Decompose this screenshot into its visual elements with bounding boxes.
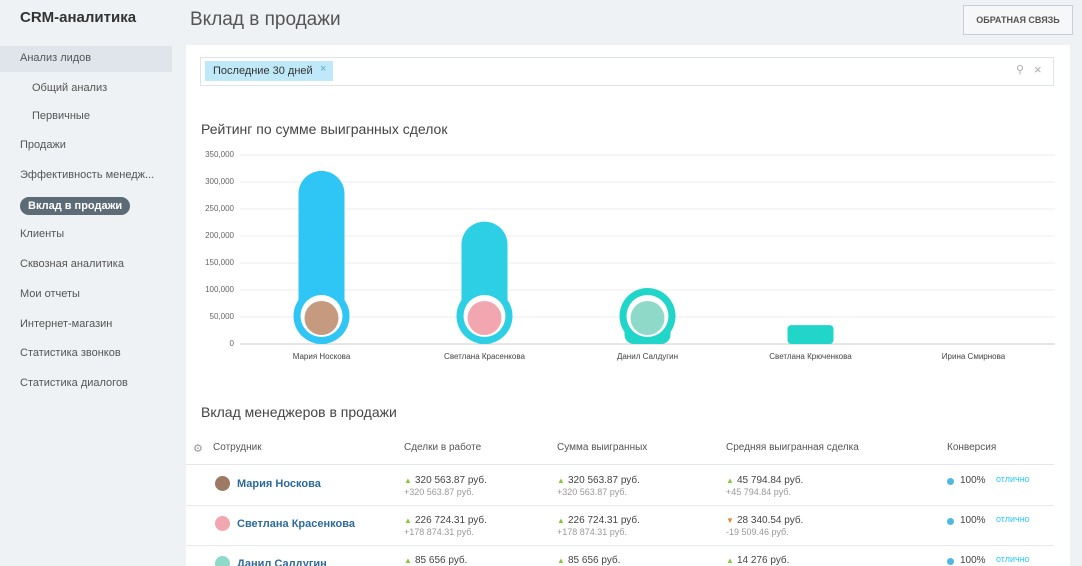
- page-title: Вклад в продажи: [190, 9, 341, 30]
- settings-icon[interactable]: ⚙: [193, 443, 203, 455]
- nav-item[interactable]: Эффективность менедж...: [20, 168, 155, 181]
- trend-arrow: ▼: [726, 516, 734, 525]
- employee-name[interactable]: Светлана Красенкова: [237, 518, 355, 530]
- value-main: 226 724.31 руб.: [415, 515, 487, 526]
- rating: отлично: [996, 554, 1030, 564]
- app-title: CRM-аналитика: [20, 9, 137, 26]
- value-main: 85 656 руб.: [415, 555, 468, 566]
- clear-icon[interactable]: ×: [1034, 62, 1042, 77]
- nav-item[interactable]: Продажи: [20, 138, 66, 151]
- y-tick-label: 200,000: [205, 231, 234, 240]
- avatar: [215, 516, 230, 531]
- chart: 0 50,000 100,000 150,000 200,000 250,000 300,0…: [205, 150, 1055, 361]
- x-tick-label: Данил Салдугин: [617, 352, 678, 361]
- trend-arrow: ▲: [726, 556, 734, 565]
- value-main: 14 276 руб.: [737, 555, 790, 566]
- value-main: 320 563.87 руб.: [568, 475, 640, 486]
- column-header: Сумма выигранных: [557, 442, 648, 453]
- rating: отлично: [996, 474, 1030, 484]
- conversion: 100%: [960, 555, 986, 566]
- column-header: Сделки в работе: [404, 442, 482, 453]
- column-header: Сотрудник: [213, 442, 262, 453]
- y-tick-label: 50,000: [210, 312, 235, 321]
- avatar: [215, 476, 230, 491]
- rating: отлично: [996, 514, 1030, 524]
- conversion: 100%: [960, 475, 986, 486]
- trend-arrow: ▲: [557, 516, 565, 525]
- filter-tag-label: Последние 30 дней: [213, 65, 313, 77]
- column-header: Средняя выигранная сделка: [726, 442, 859, 453]
- column-header: Конверсия: [947, 442, 997, 453]
- chart-title: Рейтинг по сумме выигранных сделок: [201, 121, 448, 137]
- avatar-face: [467, 301, 502, 335]
- y-tick-label: 300,000: [205, 177, 234, 186]
- employee-name[interactable]: Данил Салдугин: [237, 558, 327, 566]
- avatar-face: [630, 301, 665, 335]
- trend-arrow: ▲: [726, 476, 734, 485]
- value-change: +178 874.31 руб.: [557, 527, 627, 537]
- filter-bar[interactable]: [200, 57, 1054, 86]
- y-tick-label: 250,000: [205, 204, 234, 213]
- x-tick-label: Мария Носкова: [293, 352, 351, 361]
- x-tick-label: Ирина Смирнова: [942, 352, 1006, 361]
- value-change: -19 509.46 руб.: [726, 527, 789, 537]
- nav-item[interactable]: Сквозная аналитика: [20, 258, 124, 270]
- nav-item[interactable]: Статистика диалогов: [20, 377, 128, 390]
- filter-tag: [205, 61, 333, 81]
- employee-name[interactable]: Мария Носкова: [237, 478, 321, 490]
- y-tick-label: 350,000: [205, 150, 234, 159]
- search-icon[interactable]: ⚲: [1016, 64, 1025, 76]
- trend-arrow: ▲: [404, 556, 412, 565]
- y-tick-label: 0: [230, 339, 235, 348]
- feedback-button[interactable]: ОБРАТНАЯ СВЯЗЬ: [963, 5, 1073, 35]
- avatar-face: [304, 301, 339, 335]
- nav-subitem[interactable]: Первичные: [32, 110, 90, 123]
- status-dot: [947, 518, 954, 525]
- nav-item-bg: [0, 46, 172, 72]
- nav-item[interactable]: Мои отчеты: [20, 287, 80, 300]
- trend-arrow: ▲: [404, 516, 412, 525]
- trend-arrow: ▲: [557, 556, 565, 565]
- value-main: 226 724.31 руб.: [568, 515, 640, 526]
- value-main: 85 656 руб.: [568, 555, 621, 566]
- value-main: 28 340.54 руб.: [737, 515, 804, 526]
- status-dot: [947, 558, 954, 565]
- nav-item[interactable]: Статистика звонков: [20, 347, 121, 360]
- x-tick-label: Светлана Крюченкова: [769, 352, 852, 361]
- value-change: +320 563.87 руб.: [404, 487, 474, 497]
- nav-item[interactable]: Вклад в продажи: [20, 197, 131, 216]
- filter-tag-remove[interactable]: ×: [320, 63, 327, 75]
- y-tick-label: 100,000: [205, 285, 234, 294]
- row-divider: [186, 545, 1054, 546]
- conversion: 100%: [960, 515, 986, 526]
- value-change: +45 794.84 руб.: [726, 487, 791, 497]
- nav-item[interactable]: Клиенты: [20, 228, 65, 241]
- avatar: [215, 556, 230, 566]
- nav-item[interactable]: Интернет-магазин: [20, 317, 113, 330]
- nav-item[interactable]: Анализ лидов: [20, 52, 92, 64]
- table-title: Вклад менеджеров в продажи: [201, 404, 397, 420]
- trend-arrow: ▲: [557, 476, 565, 485]
- value-change: +178 874.31 руб.: [404, 527, 474, 537]
- y-tick-label: 150,000: [205, 258, 234, 267]
- status-dot: [947, 478, 954, 485]
- x-tick-label: Светлана Красенкова: [444, 352, 525, 361]
- row-divider: [186, 505, 1054, 506]
- row-divider: [186, 464, 1054, 465]
- value-main: 45 794.84 руб.: [737, 475, 804, 486]
- bar: [787, 325, 834, 344]
- value-main: 320 563.87 руб.: [415, 475, 487, 486]
- trend-arrow: ▲: [404, 476, 412, 485]
- value-change: +320 563.87 руб.: [557, 487, 627, 497]
- nav-subitem[interactable]: Общий анализ: [32, 81, 108, 94]
